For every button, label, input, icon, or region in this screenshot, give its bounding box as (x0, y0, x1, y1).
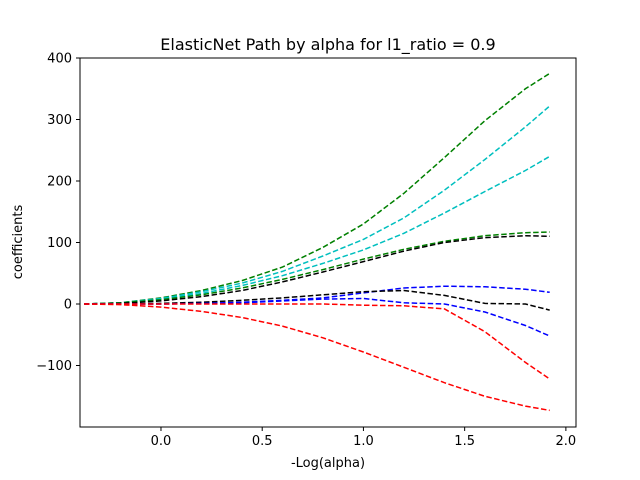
y-tick-label: 300 (47, 113, 72, 128)
y-axis-label: coefficients (11, 205, 26, 280)
y-tick-label: 0 (64, 298, 72, 313)
x-tick-label: 0.5 (252, 434, 273, 449)
x-tick-label: 0.0 (151, 434, 172, 449)
y-tick-label: 100 (47, 236, 72, 251)
x-tick-label: 2.0 (556, 434, 577, 449)
y-tick-label: 400 (47, 52, 72, 67)
chart-title: ElasticNet Path by alpha for l1_ratio = … (160, 35, 495, 55)
y-tick-label: 200 (47, 175, 72, 190)
x-tick-label: 1.0 (353, 434, 374, 449)
y-tick-label: −100 (36, 359, 72, 374)
x-axis-label: -Log(alpha) (291, 456, 365, 471)
x-tick-label: 1.5 (454, 434, 475, 449)
